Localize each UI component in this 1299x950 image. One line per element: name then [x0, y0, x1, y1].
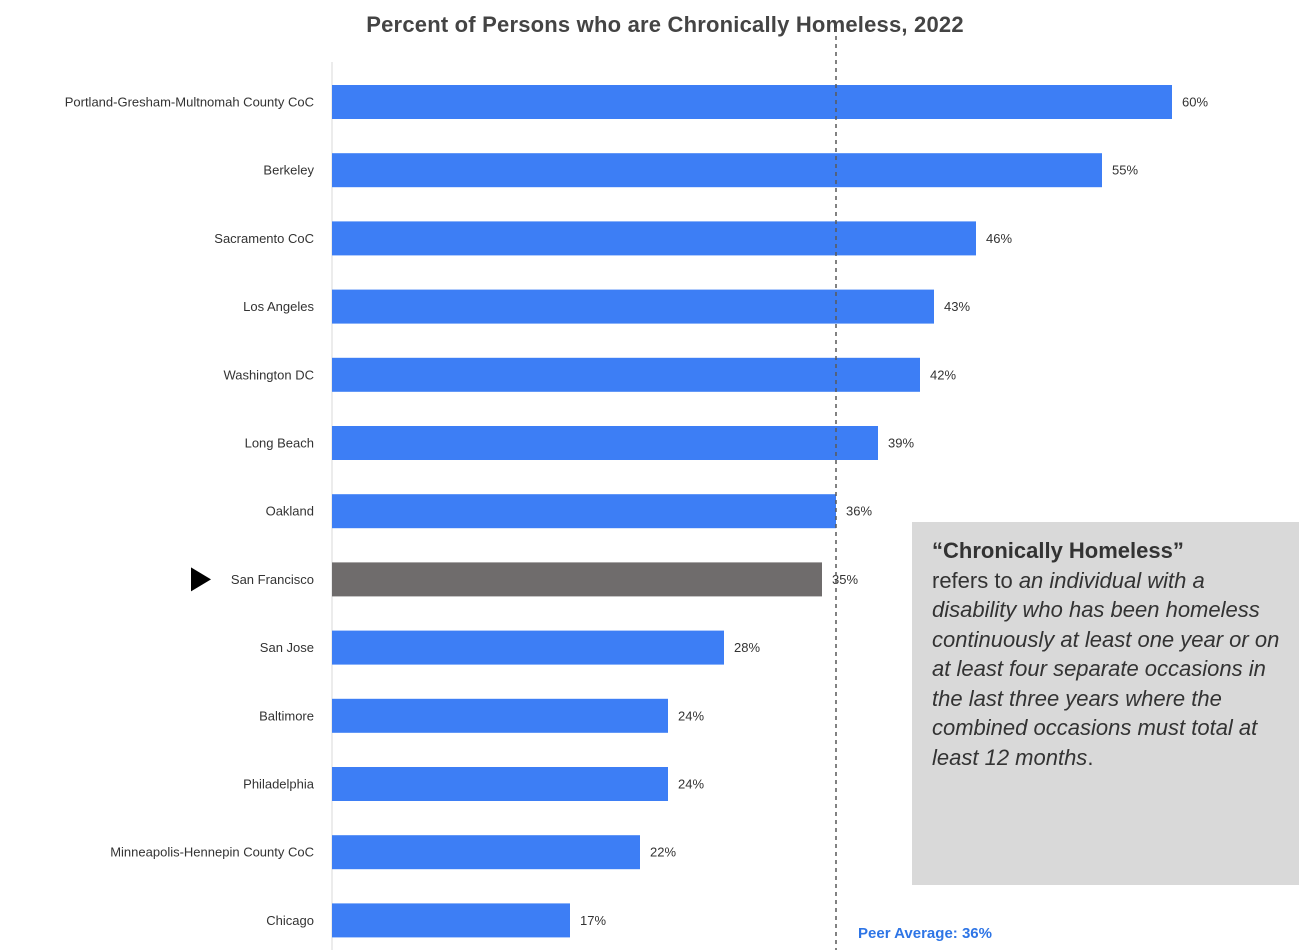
- bar-10: [332, 767, 668, 801]
- value-label-2: 46%: [986, 231, 1012, 246]
- value-label-11: 22%: [650, 845, 676, 860]
- bar-6: [332, 494, 836, 529]
- category-label-9: Baltimore: [259, 708, 314, 723]
- bar-4: [332, 357, 920, 392]
- category-label-4: Washington DC: [223, 367, 314, 382]
- bar-9: [332, 698, 668, 733]
- category-label-1: Berkeley: [263, 163, 314, 178]
- definition-body: an individual with a disability who has …: [932, 567, 1280, 770]
- category-label-12: Chicago: [266, 913, 314, 928]
- category-label-0: Portland-Gresham-Multnomah County CoC: [65, 95, 314, 110]
- chart-title: Percent of Persons who are Chronically H…: [366, 12, 964, 37]
- peer-average-label: Peer Average: 36%: [858, 925, 992, 942]
- value-label-3: 43%: [944, 299, 970, 314]
- value-label-12: 17%: [580, 913, 606, 928]
- value-label-9: 24%: [678, 708, 704, 723]
- value-label-0: 60%: [1182, 95, 1208, 110]
- definition-box: “Chronically Homeless” refers to an indiv…: [912, 522, 1299, 885]
- bar-0: [332, 85, 1172, 119]
- value-label-5: 39%: [888, 436, 914, 451]
- bar-11: [332, 835, 640, 870]
- definition-prefix: refers to: [932, 567, 1019, 593]
- bar-1: [332, 153, 1102, 188]
- value-label-4: 42%: [930, 367, 956, 382]
- category-label-5: Long Beach: [245, 436, 314, 451]
- bar-3: [332, 289, 934, 324]
- value-label-1: 55%: [1112, 163, 1138, 178]
- definition-term: “Chronically Homeless”: [932, 538, 1184, 563]
- value-label-10: 24%: [678, 777, 704, 792]
- category-label-2: Sacramento CoC: [214, 231, 314, 246]
- bar-5: [332, 426, 878, 460]
- value-label-7: 35%: [832, 572, 858, 587]
- value-label-6: 36%: [846, 504, 872, 519]
- bar-2: [332, 221, 976, 256]
- category-label-6: Oakland: [266, 504, 314, 519]
- bar-7: [332, 562, 822, 597]
- definition-suffix: .: [1087, 744, 1094, 770]
- highlight-marker: [191, 567, 211, 592]
- bar-12: [332, 903, 570, 938]
- category-label-7: San Francisco: [231, 572, 314, 587]
- category-label-10: Philadelphia: [243, 777, 315, 792]
- category-label-8: San Jose: [260, 640, 314, 655]
- category-label-3: Los Angeles: [243, 299, 314, 314]
- bar-8: [332, 630, 724, 665]
- category-label-11: Minneapolis-Hennepin County CoC: [110, 845, 314, 860]
- value-label-8: 28%: [734, 640, 760, 655]
